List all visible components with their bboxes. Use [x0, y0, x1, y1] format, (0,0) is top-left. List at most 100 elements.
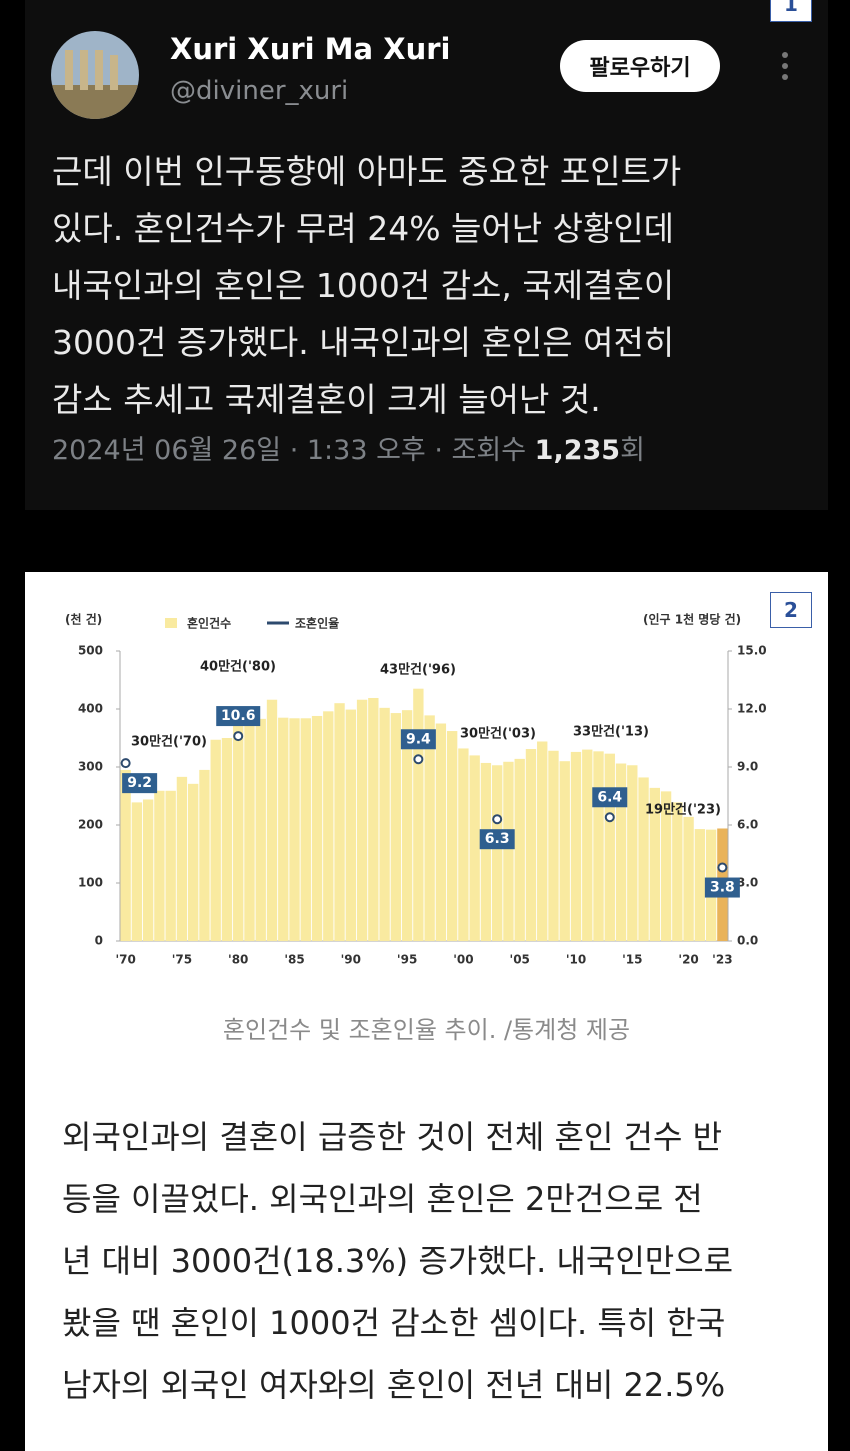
bar — [165, 790, 176, 941]
value-label: 10.6 — [221, 708, 256, 724]
bar — [356, 699, 368, 941]
bar — [120, 769, 131, 941]
bar — [627, 765, 638, 941]
tweet-line: 내국인과의 혼인은 1000건 감소, 국제결혼이 — [52, 266, 675, 305]
y2-tick-label: 3.0 — [737, 876, 758, 890]
bar — [503, 761, 514, 941]
bar — [593, 751, 604, 941]
tweet-line: 있다. 혼인건수가 무려 24% 늘어난 상황인데 — [52, 209, 675, 248]
y2-tick-label: 12.0 — [737, 702, 767, 716]
x-tick-label: '23 — [712, 953, 732, 967]
bar — [266, 699, 278, 941]
annotation: 30만건('70) — [131, 734, 207, 750]
avatar — [51, 31, 139, 119]
bar — [694, 829, 706, 941]
bar — [255, 718, 266, 941]
x-tick-label: '00 — [453, 953, 473, 967]
bar — [435, 723, 447, 941]
value-label: 9.2 — [127, 775, 152, 791]
y-tick-label: 0 — [95, 934, 103, 948]
x-tick-label: '75 — [172, 953, 192, 967]
bar — [548, 750, 559, 941]
bar — [537, 741, 548, 941]
value-label: 3.8 — [710, 880, 735, 896]
views-label: 조회수 — [451, 435, 527, 466]
x-tick-label: '20 — [678, 953, 698, 967]
legend-label: 혼인건수 — [187, 616, 231, 631]
legend-swatch — [165, 618, 177, 628]
bar — [492, 765, 503, 941]
more-icon[interactable] — [775, 50, 795, 82]
caption: 혼인건수 및 조혼인율 추이. /통계청 제공 — [222, 1016, 631, 1044]
bar — [244, 709, 255, 941]
y2-tick-label: 0.0 — [737, 934, 758, 948]
value-label-bg — [216, 706, 261, 727]
y-tick-label: 200 — [78, 818, 103, 832]
bar — [469, 755, 480, 941]
x-tick-label: '95 — [397, 953, 417, 967]
bar — [514, 758, 525, 941]
bar — [368, 697, 379, 941]
article-line: 봤을 땐 혼인이 1000건 감소한 셈이다. 특히 한국 — [62, 1304, 726, 1342]
bar — [604, 753, 615, 941]
y-tick-label: 400 — [78, 702, 103, 716]
bar — [199, 769, 210, 941]
y-axis-title: (천 건) — [65, 612, 102, 627]
article-line: 년 대비 3000건(18.3%) 증가했다. 내국인만으로 — [62, 1242, 734, 1280]
article-line: 등을 이끌었다. 외국인과의 혼인은 2만건으로 전 — [62, 1180, 703, 1218]
bar — [582, 749, 593, 941]
bar — [233, 707, 244, 941]
bar — [379, 707, 390, 941]
bar — [683, 816, 694, 941]
annotation: 19만건('23) — [645, 802, 721, 818]
bar — [300, 718, 311, 941]
bar — [424, 715, 435, 941]
point — [492, 814, 503, 825]
bar — [401, 710, 413, 941]
tweet-meta: 2024년 06월 26일 · 1:33 오후 · 조회수 1,235회 — [52, 435, 645, 466]
follow-button[interactable]: 팔로우하기 — [560, 40, 720, 92]
bar — [210, 739, 221, 941]
bar — [480, 762, 492, 941]
bar — [559, 761, 570, 941]
value-label-bg — [122, 773, 158, 794]
tweet-line: 근데 이번 인구동향에 아마도 중요한 포인트가 — [52, 152, 682, 191]
bar — [413, 688, 424, 941]
bar — [446, 731, 458, 941]
legend-label: 조혼인율 — [295, 616, 339, 631]
bar — [289, 718, 300, 941]
value-label: 6.3 — [485, 831, 510, 847]
tweet-line: 감소 추세고 국제결혼이 크게 늘어난 것. — [52, 380, 601, 419]
y-tick-label: 100 — [78, 876, 103, 890]
annotation: 30만건('03) — [460, 726, 536, 742]
bar — [345, 709, 356, 941]
x-tick-label: '70 — [115, 953, 135, 967]
point — [604, 812, 615, 823]
date: 2024년 06월 26일 — [52, 435, 282, 466]
user-handle: @diviner_xuri — [170, 76, 349, 106]
value-label-bg — [704, 877, 740, 898]
point — [120, 758, 131, 769]
annotation: 33만건('13) — [573, 724, 649, 740]
bar — [672, 802, 683, 941]
bar — [390, 713, 402, 941]
badge: 2 — [770, 592, 812, 628]
views: 1,235 — [534, 435, 621, 466]
chart: (천 건) (인구 1천 명당 건) 0 100 200 300 400 500 0.0 3.0 6… — [65, 612, 767, 967]
bar — [649, 787, 660, 941]
y-tick-label: 500 — [78, 644, 103, 658]
bar — [458, 748, 469, 941]
bar — [176, 776, 188, 941]
bar — [221, 738, 233, 941]
y2-tick-label: 6.0 — [737, 818, 758, 832]
y2-axis-title: (인구 1천 명당 건) — [643, 612, 741, 627]
article-line: 남자의 외국인 여자와의 혼인이 전년 대비 22.5% — [62, 1366, 726, 1404]
bar — [154, 790, 165, 941]
bar — [278, 717, 289, 941]
bar — [525, 749, 537, 941]
bar — [660, 791, 672, 941]
x-tick-label: '85 — [284, 953, 304, 967]
bar — [311, 715, 323, 941]
article-line: 외국인과의 결혼이 급증한 것이 전체 혼인 건수 반 — [62, 1118, 723, 1156]
